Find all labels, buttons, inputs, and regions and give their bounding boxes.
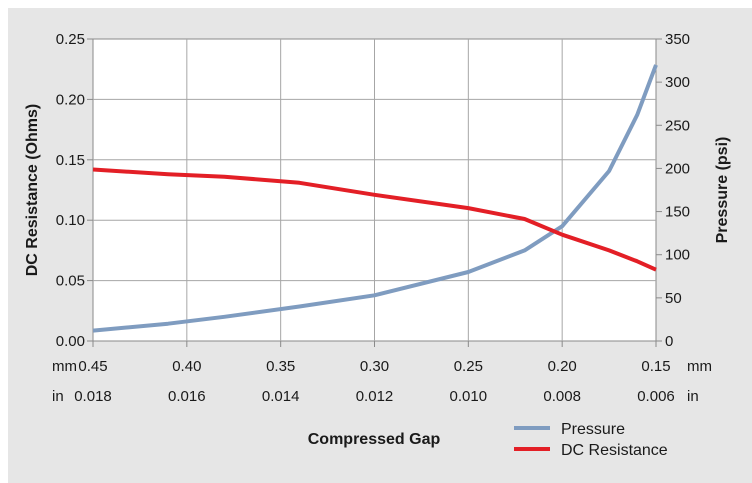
- x-tick-label-mm: 0.35: [266, 358, 295, 375]
- chart: 0.45 0.018 0.40 0.016 0.35 0.014 0.30 0.012 0.25…: [24, 31, 731, 459]
- y-left-tick-label: 0.05: [56, 273, 85, 290]
- y-right-tick-label: 50: [665, 290, 682, 307]
- x-tick-label-in: 0.014: [262, 388, 300, 405]
- tick-labels: 0.45 0.018 0.40 0.016 0.35 0.014 0.30 0.012 0.25…: [56, 31, 690, 405]
- y-right-tick-label: 150: [665, 204, 690, 221]
- x-tick-label-in: 0.018: [74, 388, 112, 405]
- x-unit-mm-left: mm: [52, 358, 77, 375]
- x-tick-label-mm: 0.40: [172, 358, 201, 375]
- x-tick-label-mm: 0.15: [641, 358, 670, 375]
- x-unit-in-right: in: [687, 388, 699, 405]
- series-line-pressure: [92, 64, 658, 333]
- x-unit-in-left: in: [52, 388, 64, 405]
- gridlines: [87, 38, 662, 347]
- x-tick-label-in: 0.016: [168, 388, 206, 405]
- y-axis-left-title: DC Resistance (Ohms): [24, 104, 41, 277]
- x-tick-label-in: 0.008: [543, 388, 581, 405]
- x-unit-mm-right: mm: [687, 358, 712, 375]
- y-left-tick-label: 0.10: [56, 212, 85, 229]
- y-right-tick-label: 0: [665, 333, 673, 350]
- legend: Pressure DC Resistance: [514, 421, 668, 459]
- y-right-tick-label: 200: [665, 160, 690, 177]
- chart-panel: 0.45 0.018 0.40 0.016 0.35 0.014 0.30 0.012 0.25…: [8, 8, 752, 483]
- y-right-tick-label: 250: [665, 117, 690, 134]
- y-right-tick-label: 350: [665, 31, 690, 48]
- x-tick-label-in: 0.010: [450, 388, 488, 405]
- legend-label-dc-resistance: DC Resistance: [561, 442, 668, 459]
- y-axis-right-title: Pressure (psi): [714, 137, 731, 244]
- series-layer: [92, 64, 658, 333]
- y-left-tick-label: 0.00: [56, 333, 85, 350]
- x-axis-title: Compressed Gap: [308, 431, 441, 448]
- x-tick-label-in: 0.006: [637, 388, 675, 405]
- legend-label-pressure: Pressure: [561, 421, 625, 438]
- x-tick-label-mm: 0.20: [548, 358, 577, 375]
- x-tick-label-mm: 0.30: [360, 358, 389, 375]
- y-left-tick-label: 0.20: [56, 91, 85, 108]
- x-tick-label-mm: 0.45: [78, 358, 107, 375]
- x-tick-label-in: 0.012: [356, 388, 394, 405]
- y-right-tick-label: 300: [665, 74, 690, 91]
- series-line-dc-resistance: [92, 167, 657, 272]
- y-right-tick-label: 100: [665, 247, 690, 264]
- y-left-tick-label: 0.15: [56, 152, 85, 169]
- y-left-tick-label: 0.25: [56, 31, 85, 48]
- x-tick-label-mm: 0.25: [454, 358, 483, 375]
